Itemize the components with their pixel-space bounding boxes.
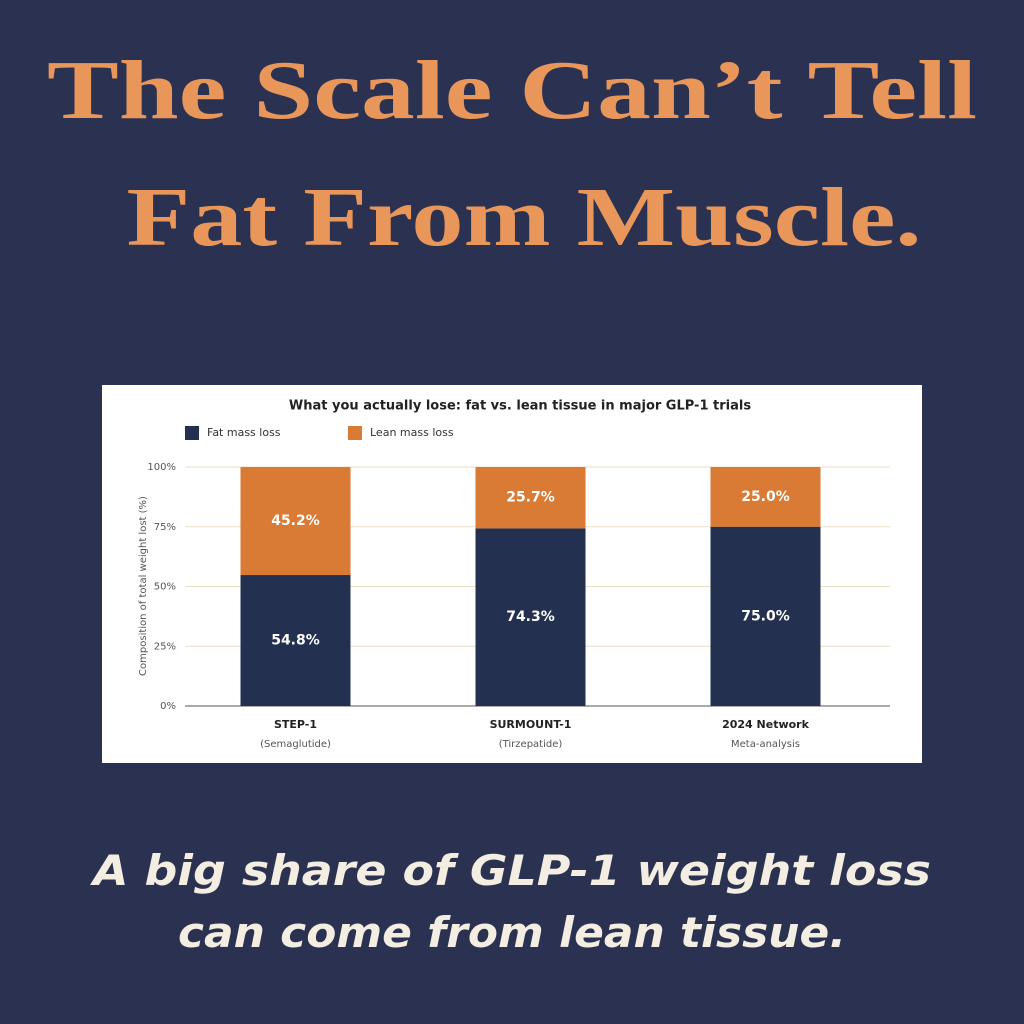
bar-segment xyxy=(710,526,821,706)
y-tick-label: 50% xyxy=(154,582,176,593)
x-tick-sublabel: (Tirzepatide) xyxy=(499,739,563,750)
x-tick-label: SURMOUNT-1 xyxy=(490,718,572,731)
y-tick-label: 100% xyxy=(147,462,176,473)
data-label: 45.2% xyxy=(271,513,320,529)
x-tick-label: STEP-1 xyxy=(274,718,317,731)
x-tick-sublabel: (Semaglutide) xyxy=(260,739,331,750)
caption: can come from lean tissue. xyxy=(178,908,846,957)
x-tick-label: 2024 Network xyxy=(722,718,810,731)
legend-swatch xyxy=(185,426,199,440)
y-tick-label: 25% xyxy=(154,641,176,652)
legend-swatch xyxy=(348,426,362,440)
data-label: 25.7% xyxy=(506,490,555,506)
caption: A big share of GLP-1 weight loss xyxy=(90,846,931,895)
headline: Fat From Muscle. xyxy=(127,171,922,264)
data-label: 25.0% xyxy=(741,489,790,505)
y-tick-label: 0% xyxy=(160,701,176,712)
chart-title: What you actually lose: fat vs. lean tis… xyxy=(289,399,751,414)
chart: What you actually lose: fat vs. lean tis… xyxy=(102,385,922,763)
data-label: 75.0% xyxy=(741,608,790,624)
x-tick-sublabel: Meta-analysis xyxy=(731,739,800,750)
legend-label: Lean mass loss xyxy=(370,426,454,439)
y-axis-label: Composition of total weight lost (%) xyxy=(138,496,149,676)
bar-segment xyxy=(475,528,586,706)
headline: The Scale Can’t Tell xyxy=(47,44,977,137)
bar-segment xyxy=(240,467,351,576)
bar-segment xyxy=(710,467,821,527)
data-label: 54.8% xyxy=(271,633,320,649)
y-tick-label: 75% xyxy=(154,522,176,533)
bar-segment xyxy=(475,467,586,529)
data-label: 74.3% xyxy=(506,609,555,625)
bar-segment xyxy=(240,575,351,706)
legend-label: Fat mass loss xyxy=(207,426,281,439)
